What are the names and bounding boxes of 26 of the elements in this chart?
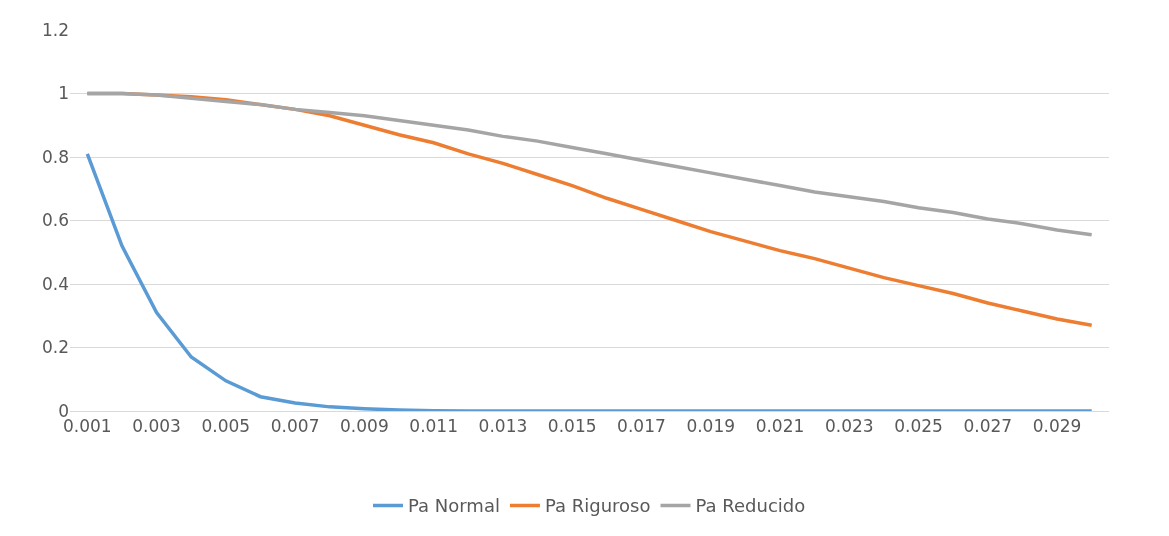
x-tick-label: 0.005 [201, 416, 251, 437]
x-tick-label: 0.019 [686, 416, 736, 437]
legend-label: Pa Riguroso [544, 495, 651, 517]
y-tick-label: 0.4 [41, 273, 69, 294]
x-tick-label: 0.015 [547, 416, 597, 437]
x-tick-label: 0.003 [132, 416, 181, 437]
y-tick-label: 1.2 [41, 19, 69, 40]
legend-label: Pa Reducido [695, 495, 806, 517]
line-series [85, 91, 1094, 237]
x-tick-label: 0.029 [1032, 416, 1082, 437]
line-series [85, 152, 1094, 411]
x-tick-label: 0.023 [824, 416, 874, 437]
x-tick-label: 0.007 [270, 416, 320, 437]
y-tick-label: 0.2 [41, 337, 69, 358]
y-tick-label: 0.6 [41, 210, 69, 231]
x-tick-label: 0.001 [62, 416, 112, 437]
x-tick-label: 0.021 [755, 416, 805, 437]
x-tick-label: 0.011 [409, 416, 458, 437]
y-tick-label: 1 [58, 83, 69, 104]
legend-label: Pa Normal [408, 495, 500, 517]
x-tick-label: 0.027 [963, 416, 1013, 437]
x-tick-label: 0.009 [340, 416, 389, 437]
x-tick-label: 0.013 [478, 416, 528, 437]
x-tick-label: 0.025 [894, 416, 943, 437]
x-tick-label: 0.017 [617, 416, 666, 437]
y-tick-label: 0.8 [41, 146, 69, 167]
